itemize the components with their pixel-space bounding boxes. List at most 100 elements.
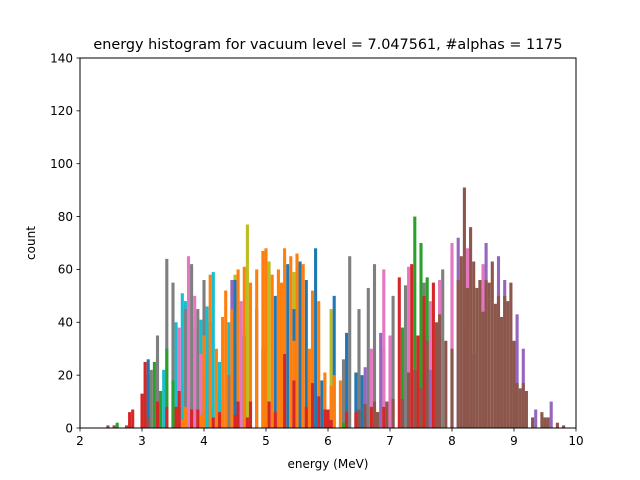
x-tick-label: 8	[448, 434, 456, 448]
histogram-bar	[388, 335, 392, 428]
histogram-bar	[283, 354, 287, 428]
histogram-bar	[345, 332, 349, 428]
histogram-bar	[230, 309, 234, 428]
histogram-bar	[264, 248, 268, 428]
histogram-bar	[317, 301, 321, 428]
histogram-bar	[162, 369, 166, 428]
x-tick-label: 7	[386, 434, 394, 448]
histogram-bar	[286, 264, 290, 428]
x-axis-label: energy (MeV)	[288, 457, 369, 471]
chart-title: energy histogram for vacuum level = 7.04…	[93, 37, 562, 53]
histogram-bar	[196, 309, 200, 428]
histogram-bar	[332, 295, 336, 428]
histogram-bar	[410, 264, 414, 428]
x-tick-label: 6	[324, 434, 332, 448]
histogram-bar	[159, 391, 163, 428]
histogram-bar	[369, 406, 373, 428]
y-tick-label: 100	[50, 157, 73, 171]
histogram-bar	[506, 301, 510, 428]
histogram-bar	[372, 401, 377, 428]
histogram-bar	[267, 261, 271, 428]
histogram-bar	[472, 261, 476, 428]
histogram-bar	[310, 383, 315, 428]
histogram-bar	[555, 422, 559, 428]
histogram-bar	[332, 375, 336, 428]
histogram-bar	[500, 317, 504, 428]
histogram-bar	[462, 187, 466, 428]
histogram-bar	[357, 309, 361, 428]
histogram-bar	[273, 412, 277, 428]
histogram-bar	[503, 295, 507, 428]
histogram-bar	[341, 359, 346, 428]
histogram-bar	[434, 322, 439, 428]
histogram-bar	[314, 248, 318, 428]
histogram-bar	[562, 425, 566, 428]
histogram-bar	[354, 412, 358, 428]
histogram-bar	[419, 243, 423, 428]
histogram-bar	[515, 383, 519, 428]
histogram-bar	[186, 256, 191, 428]
histogram-bar	[245, 224, 249, 428]
histogram-bar	[369, 348, 373, 428]
histogram-bar	[317, 396, 321, 428]
histogram-bar	[149, 369, 153, 428]
y-axis-ticks: 0 20 40 60 80 100 120 140	[50, 51, 80, 435]
histogram-bar	[310, 290, 315, 428]
histogram-bar	[438, 314, 442, 428]
histogram-bar	[431, 282, 435, 428]
histogram-bar	[363, 367, 367, 428]
histogram-bar	[534, 409, 538, 428]
x-tick-label: 10	[568, 434, 583, 448]
histogram-bar	[543, 417, 547, 428]
histogram-bar	[140, 393, 144, 428]
histogram-bar	[323, 372, 327, 428]
histogram-bar	[242, 266, 246, 428]
histogram-bar	[124, 425, 129, 428]
histogram-bar	[190, 409, 194, 428]
histogram-bar	[143, 361, 147, 428]
y-tick-label: 60	[58, 263, 73, 277]
histogram-bar	[459, 256, 463, 428]
histogram-bar	[391, 398, 395, 428]
histogram-bar	[372, 264, 377, 428]
histogram-bar	[106, 425, 110, 428]
histogram-bar	[177, 327, 181, 428]
histogram-bar	[540, 412, 544, 428]
histogram-bar	[469, 227, 473, 428]
histogram-bar	[217, 412, 222, 428]
histogram-bar	[224, 290, 228, 428]
x-tick-label: 4	[200, 434, 208, 448]
histogram-bar	[115, 422, 119, 428]
histogram-bar	[509, 282, 513, 428]
histogram-bar	[196, 409, 200, 428]
histogram-bar	[131, 409, 135, 428]
histogram-bar	[329, 309, 333, 428]
histogram-bar	[273, 295, 277, 428]
histogram-bar	[233, 414, 237, 428]
histogram-bar	[171, 282, 175, 428]
histogram-bar	[360, 375, 364, 428]
histogram-bar	[475, 287, 479, 428]
histogram-bar	[301, 264, 305, 428]
histogram-bar	[354, 372, 358, 428]
histogram-bar	[366, 287, 370, 428]
histogram-bar	[283, 248, 287, 428]
histogram-bar	[413, 369, 417, 428]
histogram-bar	[400, 327, 404, 428]
histogram-bar	[338, 380, 342, 428]
histogram-bar	[531, 417, 535, 428]
histogram-bar	[112, 425, 116, 428]
x-tick-label: 3	[138, 434, 146, 448]
histogram-bar	[183, 406, 187, 428]
histogram-bar	[304, 280, 308, 428]
histogram-bar	[382, 406, 386, 428]
y-tick-label: 120	[50, 104, 73, 118]
histogram-bar	[413, 216, 417, 428]
histogram-bar	[357, 409, 361, 428]
histogram-bar	[233, 280, 237, 428]
x-tick-label: 2	[76, 434, 84, 448]
histogram-bar	[165, 348, 169, 428]
histogram-bar	[255, 269, 259, 428]
histogram-bar	[487, 282, 491, 428]
